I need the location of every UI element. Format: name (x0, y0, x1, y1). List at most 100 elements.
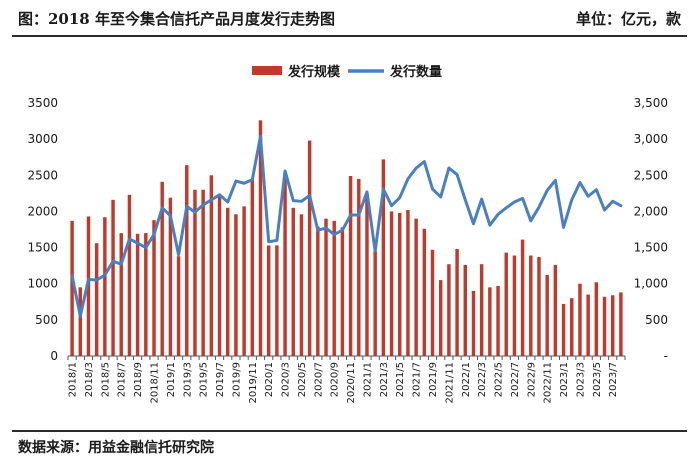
bar (127, 194, 132, 356)
x-tick-label: 2020/9 (330, 362, 341, 397)
bar (414, 218, 418, 356)
x-tick-label: 2022/7 (510, 362, 521, 397)
bar (520, 239, 525, 356)
y-axis-left: 0 500 1000 1500 2000 2500 3000 3500 (27, 96, 58, 363)
y-left-tick-label: 3000 (27, 132, 58, 146)
bar (488, 287, 492, 356)
bar (447, 264, 451, 356)
y-left-tick-label: 2500 (27, 168, 58, 182)
bar (185, 165, 189, 356)
top-rule (12, 35, 687, 37)
bar (504, 252, 508, 356)
x-tick-label: 2021/9 (428, 362, 439, 397)
bar (144, 233, 148, 356)
bar (479, 264, 484, 356)
x-tick-label: 2021/3 (379, 362, 390, 397)
bar (226, 207, 230, 356)
bar (119, 233, 123, 356)
x-tick-label: 2018/9 (133, 362, 144, 397)
x-tick-label: 2022/11 (543, 362, 554, 404)
bar (389, 211, 394, 356)
line-path (70, 134, 623, 318)
bar (152, 220, 156, 356)
y-left-tick-label: 3500 (27, 96, 58, 110)
y-right-tick-label: - (664, 349, 668, 363)
bar (561, 303, 566, 356)
bar (406, 209, 410, 356)
bar (111, 199, 115, 356)
y-right-tick-label: 2,000 (634, 204, 668, 218)
unit-label: 单位：亿元，款 (575, 10, 681, 28)
legend-bar-swatch (252, 66, 282, 75)
x-tick-label: 2020/1 (264, 362, 275, 397)
bar (275, 245, 279, 356)
bottom-rule (12, 430, 687, 432)
bar (291, 207, 295, 356)
x-axis: 2018/1 2018/3 2018/5 2018/7 2018/9 2018/11 201… (67, 355, 626, 404)
x-tick-label: 2022/3 (477, 362, 488, 397)
y-right-tick-label: 3,500 (634, 96, 668, 110)
y-left-tick-label: 1500 (27, 241, 58, 255)
bar (512, 255, 517, 356)
bar (381, 159, 386, 356)
bar (471, 290, 476, 356)
bar (299, 214, 304, 356)
x-tick-label: 2019/9 (231, 362, 242, 397)
x-tick-label: 2023/7 (608, 362, 619, 397)
x-tick-label: 2021/1 (362, 362, 373, 397)
bar (455, 249, 459, 356)
x-tick-label: 2023/3 (575, 362, 586, 397)
bar (438, 280, 443, 356)
x-tick-label: 2020/7 (313, 362, 324, 397)
x-tick-label: 2023/1 (559, 362, 570, 397)
y-right-tick-label: 3,000 (634, 132, 668, 146)
bar (94, 243, 99, 356)
bar (586, 294, 590, 356)
bar (168, 197, 173, 356)
y-left-tick-label: 500 (35, 313, 58, 327)
x-tick-label: 2022/9 (526, 362, 537, 397)
data-source: 数据来源：用益金融信托研究院 (18, 440, 214, 456)
bar (160, 181, 164, 356)
y-left-tick-label: 2000 (27, 204, 58, 218)
bar (529, 255, 533, 356)
line-series (70, 134, 623, 318)
x-tick-label: 2018/11 (150, 362, 161, 404)
x-tick-label: 2020/3 (281, 362, 292, 397)
legend: 发行规模 发行数量 (252, 64, 442, 80)
x-tick-label: 2018/3 (84, 362, 95, 397)
y-left-tick-label: 0 (50, 349, 58, 363)
x-tick-label: 2019/3 (182, 362, 193, 397)
y-right-tick-label: 1,000 (634, 277, 668, 291)
bar (610, 295, 615, 356)
x-tick-label: 2021/11 (444, 362, 455, 404)
bar (348, 176, 353, 356)
bar (553, 264, 558, 356)
y-right-tick-label: 500 (645, 313, 668, 327)
bar (324, 218, 328, 356)
x-tick-label: 2021/7 (412, 362, 423, 397)
bar (209, 175, 214, 356)
x-tick-label: 2020/11 (346, 362, 357, 404)
bar (266, 245, 271, 356)
combo-chart: 发行规模 发行数量 0 500 1000 1500 2000 2500 3000 3500 - 5… (27, 64, 668, 404)
bar (357, 178, 361, 356)
bar (602, 296, 607, 356)
bar-series (70, 120, 623, 356)
bar (463, 264, 467, 356)
x-tick-label: 2023/5 (592, 362, 603, 397)
bar (70, 220, 74, 356)
bar (398, 212, 402, 356)
x-tick-label: 2019/11 (248, 362, 259, 404)
bar (135, 233, 140, 356)
bar (570, 298, 574, 356)
bar (78, 287, 83, 356)
bar (250, 178, 255, 356)
bar (193, 189, 197, 356)
bar (365, 194, 369, 356)
bar (332, 220, 336, 356)
x-tick-label: 2020/5 (297, 362, 308, 397)
y-right-tick-label: 2,500 (634, 168, 668, 182)
x-tick-label: 2022/1 (461, 362, 472, 397)
